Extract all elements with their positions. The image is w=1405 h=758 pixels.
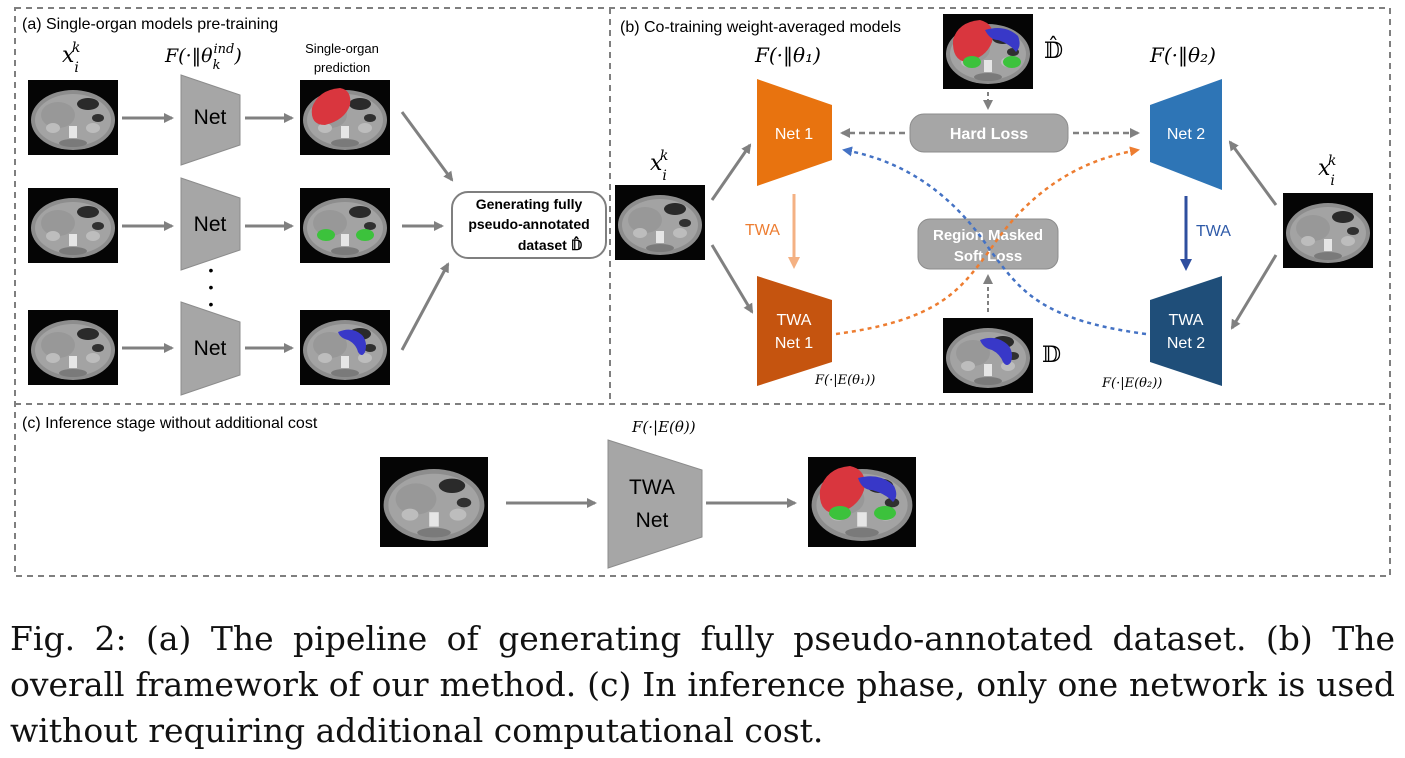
ellipsis-dot-2: •: [209, 279, 214, 295]
rms-label-2: Soft Loss: [954, 248, 1022, 265]
kidney-mask-c-right: [874, 506, 896, 520]
arrow-b-in-twa2: [1230, 254, 1278, 330]
liver-mask-top: [952, 20, 993, 62]
net1: [757, 79, 832, 186]
twa-net-c-label-1: TWA: [629, 476, 675, 499]
hard-loss-box: [909, 113, 1069, 153]
net1-label: Net 1: [775, 126, 813, 143]
d-label: 𝔻: [1042, 343, 1061, 368]
twa-label-1: TWA: [745, 222, 780, 239]
net2-label: Net 2: [1167, 126, 1205, 143]
twa-net2-label-2: Net 2: [1167, 335, 1205, 352]
prediction-label: prediction: [314, 60, 370, 75]
kidney-mask-top-right: [1003, 56, 1021, 68]
generate-dataset-box: [451, 191, 607, 259]
pancreas-mask-c: [858, 476, 897, 502]
liver-mask-a1: [311, 88, 351, 125]
pancreas-mask-top: [985, 28, 1020, 52]
ct-input-b-right: [1283, 193, 1373, 268]
net-a1: [180, 74, 241, 166]
region-masked-soft-loss-box: [917, 218, 1059, 270]
pancreas-mask-bottom: [980, 337, 1012, 365]
prediction-pancreas: [300, 310, 390, 385]
dhat-label: 𝔻̂: [1044, 36, 1063, 64]
twa-net-c-label-2: Net: [636, 509, 669, 532]
hard-loss-label: Hard Loss: [950, 126, 1028, 143]
f-ind-label: F(·‖θkind): [164, 42, 242, 73]
gen-line-3: dataset 𝔻̂: [518, 235, 583, 253]
f-theta1-label: F(·‖θ₁): [754, 43, 821, 68]
twa-net1-label-2: Net 1: [775, 335, 813, 352]
pipeline-diagram: (a) Single-organ models pre-training (b)…: [14, 7, 1391, 577]
arrow-gen-1: [400, 111, 454, 182]
rms-label-1: Region Masked: [933, 227, 1043, 244]
arrow-b-in-twa1: [710, 244, 754, 314]
ellipsis-dot-3: •: [209, 296, 214, 312]
twa-net1: [757, 276, 832, 386]
outer-border: [14, 7, 1391, 577]
twa-net2-label-1: TWA: [1169, 312, 1204, 329]
single-organ-label: Single-organ: [305, 41, 379, 56]
xik-label-a: xik: [62, 40, 80, 76]
xik-label-b-left: xik: [650, 148, 668, 184]
prediction-kidneys: [300, 188, 390, 263]
gen-line-2: pseudo-annotated: [468, 216, 589, 232]
liver-mask-c: [819, 466, 865, 514]
panel-a-title: (a) Single-organ models pre-training: [22, 16, 278, 33]
ct-input-b-left: [615, 185, 705, 260]
net-a3-label: Net: [194, 337, 227, 360]
twa-net-c: [607, 439, 703, 569]
net-a2: [180, 177, 241, 271]
kidney-mask-top-left: [963, 56, 981, 68]
ct-input-c: [380, 457, 488, 547]
f-e1-label: F(·|E(θ₁)): [814, 373, 875, 388]
ct-input-2: [28, 188, 118, 263]
orange-dashed-curve: [835, 146, 1140, 336]
arrow-gen-3: [400, 262, 450, 351]
net-a3: [180, 301, 241, 396]
twa-net2: [1150, 276, 1222, 386]
twa-label-2: TWA: [1196, 223, 1231, 240]
ct-input-1: [28, 80, 118, 155]
gen-line-1: Generating fully: [476, 196, 583, 212]
f-e-label: F(·|E(θ)): [631, 418, 696, 436]
arrow-b-in-net2: [1228, 140, 1278, 206]
twa-net1-label-1: TWA: [777, 312, 812, 329]
kidney-mask-a2-right: [356, 229, 374, 241]
figure-caption: Fig. 2: (a) The pipeline of generating f…: [10, 619, 1395, 750]
xik-label-b-right: xik: [1318, 153, 1336, 189]
ellipsis-dot-1: •: [209, 262, 214, 278]
f-theta2-label: F(·‖θ₂): [1149, 43, 1216, 68]
net2: [1150, 79, 1222, 190]
kidney-mask-c-left: [829, 506, 851, 520]
arrow-b-in-net1: [710, 143, 752, 201]
pancreas-mask-a3: [338, 329, 366, 355]
panel-c-title: (c) Inference stage without additional c…: [22, 415, 318, 432]
f-e2-label: F(·|E(θ₂)): [1101, 376, 1162, 391]
net-a1-label: Net: [194, 106, 227, 129]
panel-b-title: (b) Co-training weight-averaged models: [620, 19, 901, 36]
partial-label-image: [943, 318, 1033, 393]
blue-dashed-curve: [842, 146, 1147, 336]
kidney-mask-a2-left: [317, 229, 335, 241]
net-a2-label: Net: [194, 213, 227, 236]
ct-input-3: [28, 310, 118, 385]
